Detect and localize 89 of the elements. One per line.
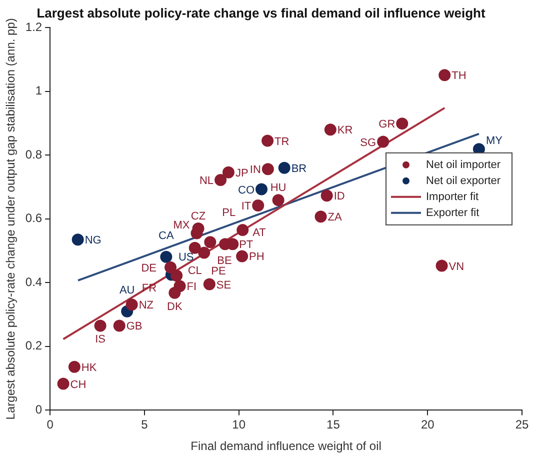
annotation: GR	[378, 118, 396, 131]
annotation: TH	[452, 70, 466, 82]
x-tick-label: 5	[141, 418, 148, 432]
annotation: CA	[158, 230, 174, 242]
point	[214, 174, 227, 186]
annotation: TR	[274, 136, 290, 148]
annotation: AT	[252, 227, 266, 240]
annotation: PT	[239, 239, 254, 252]
point	[272, 194, 284, 206]
y-tick-label: 0.2	[25, 338, 42, 353]
x-tick-label: 15	[326, 418, 340, 432]
annotation: NL	[199, 175, 214, 188]
x-tick-label: 0	[46, 418, 54, 432]
annotation: PH	[249, 251, 264, 264]
y-axis-title: Largest absolute policy-rate change under output gap stabilisation (ann. pp)	[4, 18, 18, 420]
chart-title: Largest absolute policy-rate change vs final demand oil influence weight	[36, 5, 486, 20]
legend-label: Net oil exporter	[426, 174, 501, 187]
annotation: BE	[217, 255, 232, 268]
point	[222, 166, 234, 178]
point	[252, 200, 264, 212]
point	[320, 190, 333, 202]
annotation: SE	[216, 279, 232, 292]
y-tick-label: 0.8	[25, 147, 42, 162]
point	[72, 234, 84, 246]
annotation: MX	[173, 219, 190, 232]
annotation: PL	[222, 207, 236, 220]
point	[436, 260, 448, 272]
annotation: JP	[235, 167, 248, 180]
annotation: ZA	[328, 212, 342, 224]
annotation: FI	[186, 281, 197, 294]
point	[377, 136, 390, 148]
point	[256, 183, 268, 196]
point	[314, 210, 327, 223]
annotation: BR	[291, 162, 307, 175]
point	[203, 278, 216, 290]
y-tick-label: 1.2	[25, 20, 42, 34]
annotation: DE	[141, 262, 157, 274]
annotation: GB	[126, 320, 142, 333]
annotation: CZ	[190, 210, 206, 222]
point	[278, 162, 290, 174]
annotation: ID	[334, 190, 345, 203]
point	[126, 298, 138, 311]
point	[204, 236, 216, 248]
annotation: DK	[167, 300, 183, 313]
annotation: CO	[238, 184, 255, 196]
annotation: CL	[188, 264, 202, 277]
annotation: IT	[241, 200, 252, 213]
annotation: IS	[95, 334, 106, 346]
point	[164, 261, 177, 274]
legend-label: Exporter fit	[426, 206, 480, 219]
point	[236, 224, 249, 236]
annotation: CH	[70, 378, 86, 391]
point	[262, 163, 274, 176]
annotation: AU	[119, 284, 135, 296]
point	[113, 320, 126, 332]
legend-label: Importer fit	[426, 190, 479, 203]
annotation: US	[178, 252, 194, 264]
annotation: NZ	[138, 300, 154, 312]
point	[57, 378, 70, 390]
annotation: IN	[250, 164, 261, 176]
annotation: SG	[360, 136, 376, 149]
y-tick-label: 0	[35, 402, 42, 417]
annotation: VN	[448, 260, 464, 273]
annotation: KR	[337, 124, 353, 137]
annotation: NG	[84, 234, 102, 247]
annotation: PE	[211, 266, 226, 278]
point	[262, 134, 274, 147]
point	[396, 118, 408, 130]
point	[170, 270, 183, 282]
point	[168, 286, 181, 299]
annotation: MY	[486, 135, 504, 148]
x-axis-title: Final demand influence weight of oil	[190, 439, 382, 454]
legend-label: Net oil importer	[426, 158, 501, 171]
x-tick-label: 25	[515, 418, 529, 432]
point	[188, 242, 201, 254]
x-tick-label: 20	[420, 418, 435, 432]
annotation: HK	[81, 362, 98, 374]
point	[160, 250, 172, 263]
annotation: HU	[270, 182, 286, 194]
x-tick-label: 10	[232, 418, 246, 432]
y-tick-label: 0.4	[25, 274, 42, 289]
point	[324, 124, 336, 136]
point	[236, 250, 248, 262]
point	[438, 69, 451, 82]
y-tick-label: 1	[35, 84, 42, 98]
point	[198, 246, 210, 259]
point	[94, 320, 106, 332]
point	[68, 360, 80, 373]
y-tick-label: 0.6	[25, 211, 42, 226]
